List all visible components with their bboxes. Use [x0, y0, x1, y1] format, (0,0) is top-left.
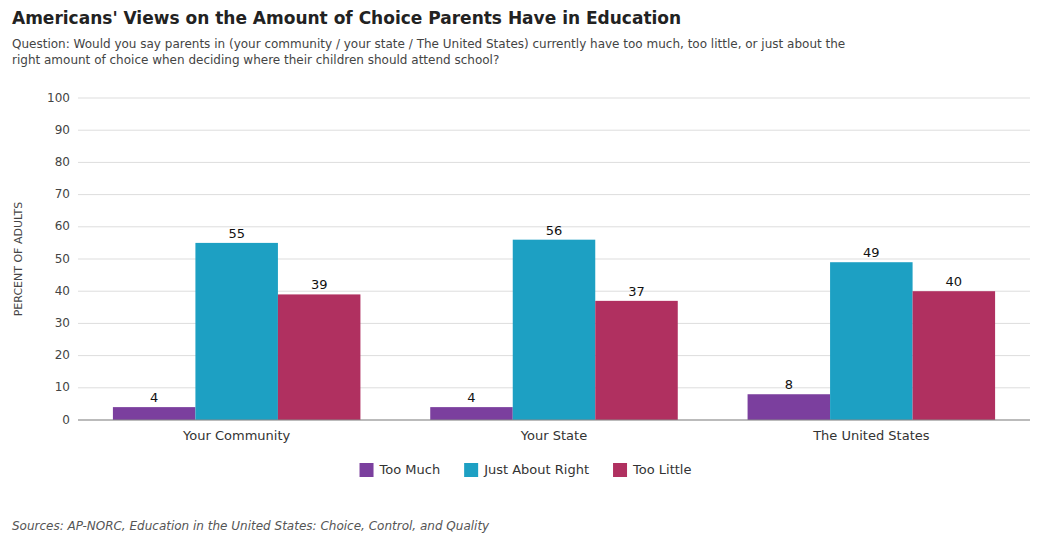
legend-label: Too Little	[632, 462, 691, 477]
legend-swatch	[613, 463, 627, 477]
data-labels: 4 4 8 55 56 49 39 37 40	[150, 223, 962, 405]
legend-swatch	[360, 463, 374, 477]
data-label: 39	[311, 277, 328, 292]
bar	[913, 291, 996, 420]
x-tick-label: The United States	[812, 428, 930, 443]
bar	[195, 243, 278, 420]
data-label: 8	[785, 377, 793, 392]
data-label: 49	[863, 245, 880, 260]
grid-line	[78, 194, 1030, 195]
x-axis-line	[78, 420, 1030, 421]
y-tick-label: 30	[55, 316, 70, 330]
x-tick-label: Your Community	[182, 428, 290, 443]
bar	[748, 394, 831, 420]
legend-label: Just About Right	[483, 462, 589, 477]
y-tick-label: 50	[55, 252, 70, 266]
y-tick-label: 0	[62, 413, 70, 427]
data-label: 37	[628, 284, 645, 299]
subtitle: Question: Would you say parents in (your…	[12, 37, 845, 67]
x-tick-label: Your State	[520, 428, 587, 443]
source: Sources: AP-NORC, Education in the Unite…	[12, 519, 490, 533]
data-label: 56	[546, 223, 563, 238]
bars	[113, 240, 995, 420]
legend: Too Much Just About Right Too Little	[360, 462, 692, 478]
subtitle-line: Question: Would you say parents in (your…	[12, 37, 845, 51]
grid-line	[78, 98, 1030, 99]
y-tick-label: 40	[55, 284, 70, 298]
bar	[113, 407, 196, 420]
y-tick-label: 60	[55, 219, 70, 233]
y-tick-label: 100	[47, 91, 70, 105]
y-tick-label: 10	[55, 380, 70, 394]
bar	[830, 262, 913, 420]
bar	[278, 294, 361, 420]
bar	[595, 301, 678, 420]
data-label: 40	[946, 274, 963, 289]
bar	[430, 407, 513, 420]
data-label: 55	[228, 226, 245, 241]
chart-container: Americans' Views on the Amount of Choice…	[0, 0, 1051, 545]
grid	[78, 98, 1030, 420]
bar	[513, 240, 596, 420]
grid-line	[78, 162, 1030, 163]
y-tick-label: 70	[55, 187, 70, 201]
chart-svg: Americans' Views on the Amount of Choice…	[0, 0, 1051, 545]
data-label: 4	[150, 390, 158, 405]
subtitle-line: right amount of choice when deciding whe…	[12, 53, 499, 67]
title: Americans' Views on the Amount of Choice…	[12, 8, 681, 28]
legend-swatch	[464, 463, 478, 477]
data-label: 4	[467, 390, 475, 405]
legend-label: Too Much	[379, 462, 441, 477]
y-axis-label: PERCENT OF ADULTS	[12, 202, 25, 317]
grid-line	[78, 420, 1030, 421]
grid-line	[78, 130, 1030, 131]
y-tick-label: 20	[55, 348, 70, 362]
y-tick-label: 80	[55, 155, 70, 169]
y-tick-label: 90	[55, 123, 70, 137]
